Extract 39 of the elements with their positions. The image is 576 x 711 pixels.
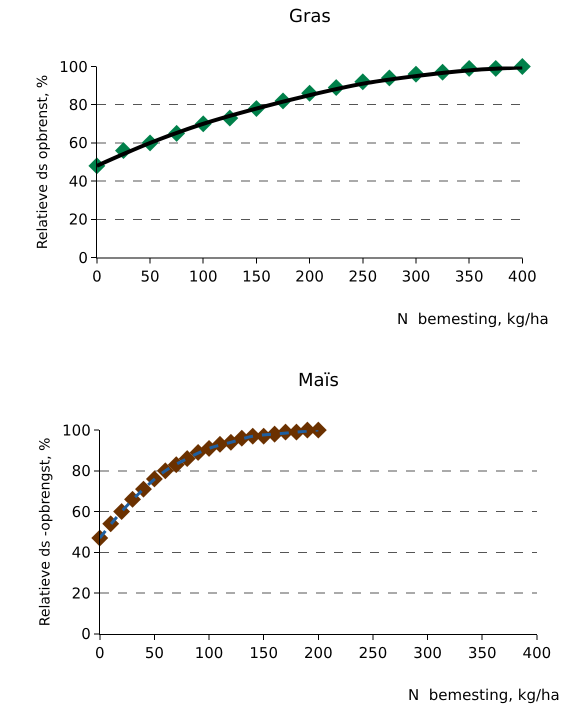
x-axis-title: N bemesting, kg/ha xyxy=(408,686,560,704)
x-tick-label: 50 xyxy=(144,644,164,662)
x-tick-label: 400 xyxy=(508,268,537,286)
x-tick-label: 0 xyxy=(94,644,105,662)
x-tick-label: 300 xyxy=(413,644,442,662)
y-tick-label: 40 xyxy=(72,544,91,562)
y-tick-label: 60 xyxy=(72,502,91,521)
x-tick-label: 250 xyxy=(348,268,378,286)
y-tick-label: 100 xyxy=(62,421,91,440)
x-axis-title: N bemesting, kg/ha xyxy=(397,310,549,328)
x-tick-label: 200 xyxy=(304,644,333,662)
point xyxy=(113,503,130,520)
y-tick-label: 60 xyxy=(68,134,88,152)
x-tick-label: 250 xyxy=(358,644,388,662)
y-tick-label: 0 xyxy=(78,248,88,267)
y-axis-title: Relatieve ds opbrenst, % xyxy=(34,74,51,250)
x-tick-label: 100 xyxy=(188,268,218,286)
x-tick-label: 100 xyxy=(194,644,224,662)
y-tick-label: 0 xyxy=(81,625,91,644)
x-tick-label: 200 xyxy=(295,268,324,286)
x-tick-label: 350 xyxy=(468,644,497,662)
point xyxy=(178,450,196,468)
y-tick-label: 20 xyxy=(68,210,88,229)
x-tick-label: 50 xyxy=(140,268,160,286)
y-tick-label: 40 xyxy=(68,172,88,190)
point xyxy=(124,490,141,508)
y-tick-label: 80 xyxy=(68,96,88,114)
x-tick-label: 350 xyxy=(454,268,484,286)
y-tick-label: 20 xyxy=(72,584,91,602)
x-tick-label: 300 xyxy=(402,268,430,286)
y-tick-label: 100 xyxy=(59,58,88,76)
y-tick-label: 80 xyxy=(72,462,91,480)
chart-title: Maïs xyxy=(298,370,339,391)
x-tick-label: 150 xyxy=(242,268,271,286)
y-axis-title: Relatieve ds -opbrengst, % xyxy=(38,438,54,626)
point xyxy=(135,480,152,498)
x-tick-label: 400 xyxy=(522,644,552,662)
chart-title: Gras xyxy=(289,6,331,27)
x-tick-label: 150 xyxy=(249,644,278,662)
